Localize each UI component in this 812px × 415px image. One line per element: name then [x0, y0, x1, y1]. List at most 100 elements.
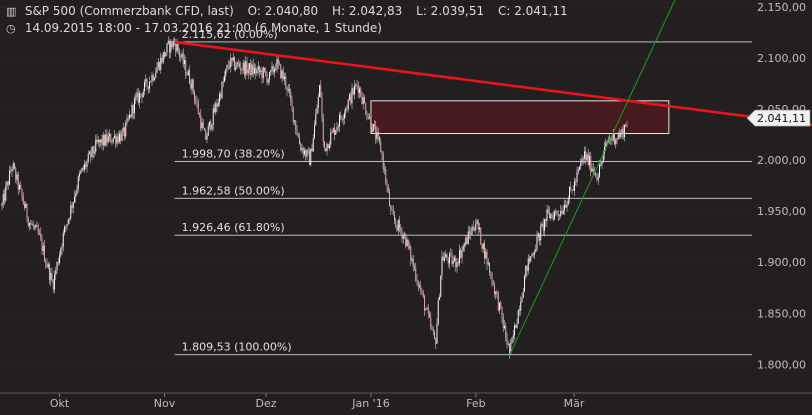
candle-body [346, 108, 348, 110]
close-value: C: 2.041,11 [497, 4, 568, 18]
candle-body [90, 152, 92, 158]
candle-body [27, 218, 29, 226]
candle-body [620, 133, 622, 138]
candle-body [550, 214, 552, 219]
candle-body [70, 205, 72, 219]
candle-body [145, 79, 147, 82]
candle-body [216, 103, 218, 107]
candle-body [221, 82, 223, 99]
candle-body [14, 163, 15, 169]
candle-body [260, 70, 262, 72]
candle-body [469, 231, 470, 234]
candle-body [516, 323, 518, 328]
candle-body [40, 233, 42, 238]
candle-body [597, 177, 599, 181]
candle-body [195, 99, 197, 102]
candle-body [599, 164, 600, 178]
candle-body [585, 151, 587, 161]
candle-body [325, 147, 327, 152]
candle-body [514, 325, 515, 336]
candle-body [36, 224, 38, 228]
candle-body [112, 137, 114, 142]
chart-settings-icon[interactable]: ▥ [6, 5, 17, 18]
candle-body [110, 134, 112, 143]
candle-body [492, 284, 494, 285]
candle-body [471, 226, 473, 235]
candle-body [570, 187, 572, 190]
candle-body [11, 168, 13, 172]
candle-body [251, 64, 253, 76]
candle-body [406, 239, 408, 247]
candle-body [305, 150, 307, 157]
candle-body [71, 205, 73, 208]
candle-body [277, 59, 279, 64]
candle-body [131, 104, 133, 118]
candle-body [501, 306, 503, 318]
candle-body [24, 203, 25, 208]
candle-body [45, 261, 47, 264]
candle-body [19, 185, 20, 190]
candle-body [556, 211, 558, 215]
candle-body [332, 128, 334, 132]
candle-body [162, 52, 164, 63]
candle-body [455, 257, 457, 268]
candle-body [432, 329, 434, 332]
candle-body [101, 139, 103, 146]
candle-body [401, 230, 403, 239]
candle-body [51, 272, 53, 281]
candle-body [486, 251, 488, 265]
candle-body [322, 118, 324, 142]
candle-body [287, 88, 289, 91]
candle-body [500, 302, 502, 307]
candle-body [355, 84, 357, 86]
candle-body [289, 88, 290, 92]
candle-body [17, 174, 19, 190]
candle-body [69, 218, 70, 220]
fibonacci-level-label: 1.926,46 (61.80%) [182, 221, 285, 234]
y-tick-label: 1.850,00 [757, 307, 806, 320]
candle-body [351, 88, 353, 104]
candle-body [345, 108, 347, 114]
candle-body [54, 274, 55, 290]
candle-body [335, 130, 337, 135]
candle-body [10, 170, 12, 172]
candle-body [541, 224, 543, 226]
candle-body [26, 203, 28, 219]
candle-body [116, 136, 118, 144]
candle-body [230, 57, 232, 68]
candle-body [117, 136, 119, 142]
candle-body [269, 72, 270, 80]
candle-body [417, 282, 419, 287]
candle-body [316, 107, 318, 115]
candle-body [509, 343, 510, 354]
candle-body [97, 139, 99, 143]
candle-body [80, 171, 82, 174]
candle-body [360, 88, 362, 97]
candle-body [467, 231, 469, 244]
candle-body [565, 204, 567, 208]
candle-body [320, 85, 322, 97]
candle-body [395, 220, 397, 225]
candle-body [526, 265, 528, 272]
candle-body [434, 331, 435, 339]
candle-body [284, 76, 285, 80]
candle-body [264, 67, 265, 72]
candle-body [577, 169, 579, 173]
candle-body [5, 186, 7, 201]
candle-body [342, 118, 344, 120]
candle-body [324, 141, 325, 148]
candle-body [480, 227, 482, 245]
candle-body [132, 104, 134, 114]
candle-body [177, 44, 179, 52]
candle-body [254, 67, 255, 74]
candle-body [39, 233, 40, 235]
candle-body [94, 151, 95, 153]
candle-body [7, 181, 9, 185]
candle-body [310, 148, 312, 165]
candle-body [62, 232, 64, 247]
candle-body [336, 127, 338, 131]
candle-body [46, 263, 48, 267]
candle-body [125, 122, 127, 137]
candle-body [135, 97, 137, 99]
